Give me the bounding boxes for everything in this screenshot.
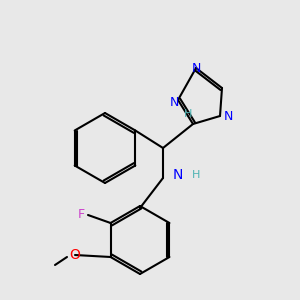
Text: F: F xyxy=(77,208,85,221)
Text: H: H xyxy=(192,170,200,180)
Text: H: H xyxy=(184,109,192,119)
Text: N: N xyxy=(169,97,179,110)
Text: N: N xyxy=(223,110,233,122)
Text: N: N xyxy=(191,61,201,74)
Text: O: O xyxy=(70,248,80,262)
Text: N: N xyxy=(173,168,183,182)
